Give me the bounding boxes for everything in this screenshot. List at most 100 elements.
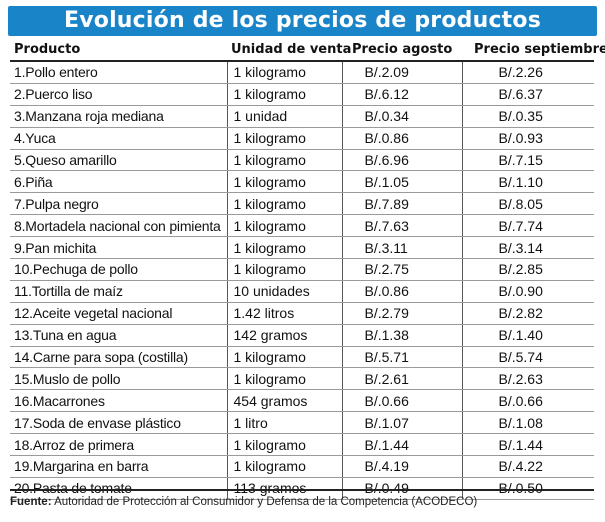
- price-august-cell: B/.3.11: [341, 236, 462, 260]
- price-august-cell: B/.4.19: [341, 455, 462, 478]
- price-september-cell: B/.0.90: [461, 280, 594, 303]
- price-august-cell: B/.2.79: [341, 302, 462, 325]
- price-september-cell: B/.2.63: [461, 367, 594, 391]
- price-september-cell: B/.0.50: [461, 477, 594, 500]
- price-september-cell: B/.0.93: [461, 127, 594, 150]
- unit-cell: 1 kilogramo: [226, 83, 342, 106]
- unit-cell: 1 unidad: [226, 105, 342, 128]
- unit-cell: 454 gramos: [226, 389, 342, 413]
- table-header-row: Producto Unidad de venta Precio agosto P…: [10, 40, 605, 62]
- unit-cell: 1 kilogramo: [226, 149, 342, 172]
- price-august-cell: B/.2.09: [341, 61, 462, 84]
- product-cell: 16.Macarrones: [10, 389, 227, 413]
- table-row: 18.Arroz de primera 1 kilogramo B/.1.44 B/.…: [10, 433, 594, 457]
- table-row: 16.Macarrones 454 gramos B/.0.66 B/.0.66: [10, 389, 594, 413]
- product-cell: 12.Aceite vegetal nacional: [10, 302, 227, 325]
- product-cell: 18.Arroz de primera: [10, 433, 227, 457]
- unit-cell: 1 kilogramo: [226, 214, 342, 238]
- product-cell: 17.Soda de envase plástico: [10, 411, 227, 435]
- table-row: 14.Carne para sopa (costilla) 1 kilogramo…: [10, 346, 594, 369]
- price-august-cell: B/.2.61: [341, 367, 462, 391]
- unit-cell: 1 kilogramo: [226, 192, 342, 216]
- unit-cell: 1 kilogramo: [226, 61, 342, 84]
- price-august-cell: B/.1.05: [341, 170, 462, 194]
- source-text: Autoridad de Protección al Consumidor y …: [54, 496, 478, 508]
- price-september-cell: B/.3.14: [461, 236, 594, 260]
- table-row: 19.Margarina en barra 1 kilogramo B/.4.19 B…: [10, 455, 594, 478]
- table-row: 6.Piña 1 kilogramo B/.1.05 B/.1.10: [10, 170, 594, 194]
- price-september-cell: B/.6.37: [461, 83, 594, 106]
- product-cell: 10.Pechuga de pollo: [10, 258, 227, 281]
- price-august-cell: B/.0.49: [341, 477, 462, 500]
- table-row: 3.Manzana roja mediana 1 unidad B/.0.34 B/.…: [10, 105, 594, 128]
- source-label: Fuente:: [10, 496, 52, 508]
- price-september-cell: B/.8.05: [461, 192, 594, 216]
- unit-cell: 1.42 litros: [226, 302, 342, 325]
- product-cell: 2.Puerco liso: [10, 83, 227, 106]
- unit-cell: 1 kilogramo: [226, 127, 342, 150]
- product-cell: 11.Tortilla de maíz: [10, 280, 227, 303]
- unit-cell: 1 kilogramo: [226, 346, 342, 369]
- price-september-cell: B/.7.15: [461, 149, 594, 172]
- price-september-cell: B/.1.40: [461, 324, 594, 347]
- table-row: 17.Soda de envase plástico 1 litro B/.1.07…: [10, 411, 594, 435]
- unit-cell: 1 kilogramo: [226, 258, 342, 281]
- price-september-cell: B/.2.26: [461, 61, 594, 84]
- product-cell: 13.Tuna en agua: [10, 324, 227, 347]
- price-august-cell: B/.2.75: [341, 258, 462, 281]
- table-body: 1.Pollo entero 1 kilogramo B/.2.09 B/.2.26 2…: [10, 61, 594, 500]
- product-cell: 3.Manzana roja mediana: [10, 105, 227, 128]
- table-row: 13.Tuna en agua 142 gramos B/.1.38 B/.1.40: [10, 324, 594, 347]
- price-august-cell: B/.5.71: [341, 346, 462, 369]
- table-row: 12.Aceite vegetal nacional 1.42 litros B/.…: [10, 302, 594, 325]
- price-august-cell: B/.1.44: [341, 433, 462, 457]
- price-august-cell: B/.1.07: [341, 411, 462, 435]
- price-september-cell: B/.7.74: [461, 214, 594, 238]
- price-september-cell: B/.0.66: [461, 389, 594, 413]
- table-row: 20.Pasta de tomate 113 gramos B/.0.49 B/.0.…: [10, 477, 594, 500]
- table-row: 1.Pollo entero 1 kilogramo B/.2.09 B/.2.26: [10, 61, 594, 84]
- source-note: Fuente: Autoridad de Protección al Consu…: [10, 489, 594, 508]
- product-cell: 8.Mortadela nacional con pimienta: [10, 214, 227, 238]
- price-september-cell: B/.5.74: [461, 346, 594, 369]
- header-price-august: Precio agosto: [342, 40, 462, 62]
- table-row: 9.Pan michita 1 kilogramo B/.3.11 B/.3.14: [10, 236, 594, 260]
- price-august-cell: B/.1.38: [341, 324, 462, 347]
- price-august-cell: B/.0.66: [341, 389, 462, 413]
- table-row: 8.Mortadela nacional con pimienta 1 kilog…: [10, 214, 594, 238]
- product-cell: 4.Yuca: [10, 127, 227, 150]
- unit-cell: 10 unidades: [226, 280, 342, 303]
- unit-cell: 113 gramos: [226, 477, 342, 500]
- header-product: Producto: [10, 40, 227, 62]
- price-september-cell: B/.0.35: [461, 105, 594, 128]
- unit-cell: 142 gramos: [226, 324, 342, 347]
- price-september-cell: B/.2.82: [461, 302, 594, 325]
- table-row: 10.Pechuga de pollo 1 kilogramo B/.2.75 B/.…: [10, 258, 594, 281]
- table-row: 11.Tortilla de maíz 10 unidades B/.0.86 B/.…: [10, 280, 594, 303]
- table-row: 5.Queso amarillo 1 kilogramo B/.6.96 B/.7.1…: [10, 149, 594, 172]
- price-august-cell: B/.7.89: [341, 192, 462, 216]
- product-cell: 1.Pollo entero: [10, 61, 227, 84]
- product-cell: 5.Queso amarillo: [10, 149, 227, 172]
- product-cell: 19.Margarina en barra: [10, 455, 227, 478]
- price-table: Producto Unidad de venta Precio agosto P…: [10, 40, 605, 500]
- unit-cell: 1 kilogramo: [226, 433, 342, 457]
- header-price-september: Precio septiembre: [462, 40, 605, 62]
- price-september-cell: B/.4.22: [461, 455, 594, 478]
- price-august-cell: B/.0.86: [341, 127, 462, 150]
- unit-cell: 1 litro: [226, 411, 342, 435]
- table-row: 7.Pulpa negro 1 kilogramo B/.7.89 B/.8.05: [10, 192, 594, 216]
- price-august-cell: B/.0.86: [341, 280, 462, 303]
- product-cell: 7.Pulpa negro: [10, 192, 227, 216]
- product-cell: 20.Pasta de tomate: [10, 477, 227, 500]
- price-september-cell: B/.1.10: [461, 170, 594, 194]
- unit-cell: 1 kilogramo: [226, 170, 342, 194]
- product-cell: 15.Muslo de pollo: [10, 367, 227, 391]
- product-cell: 6.Piña: [10, 170, 227, 194]
- product-cell: 14.Carne para sopa (costilla): [10, 346, 227, 369]
- price-august-cell: B/.7.63: [341, 214, 462, 238]
- table-row: 2.Puerco liso 1 kilogramo B/.6.12 B/.6.37: [10, 83, 594, 106]
- table-row: 4.Yuca 1 kilogramo B/.0.86 B/.0.93: [10, 127, 594, 150]
- table-row: 15.Muslo de pollo 1 kilogramo B/.2.61 B/.2.…: [10, 367, 594, 391]
